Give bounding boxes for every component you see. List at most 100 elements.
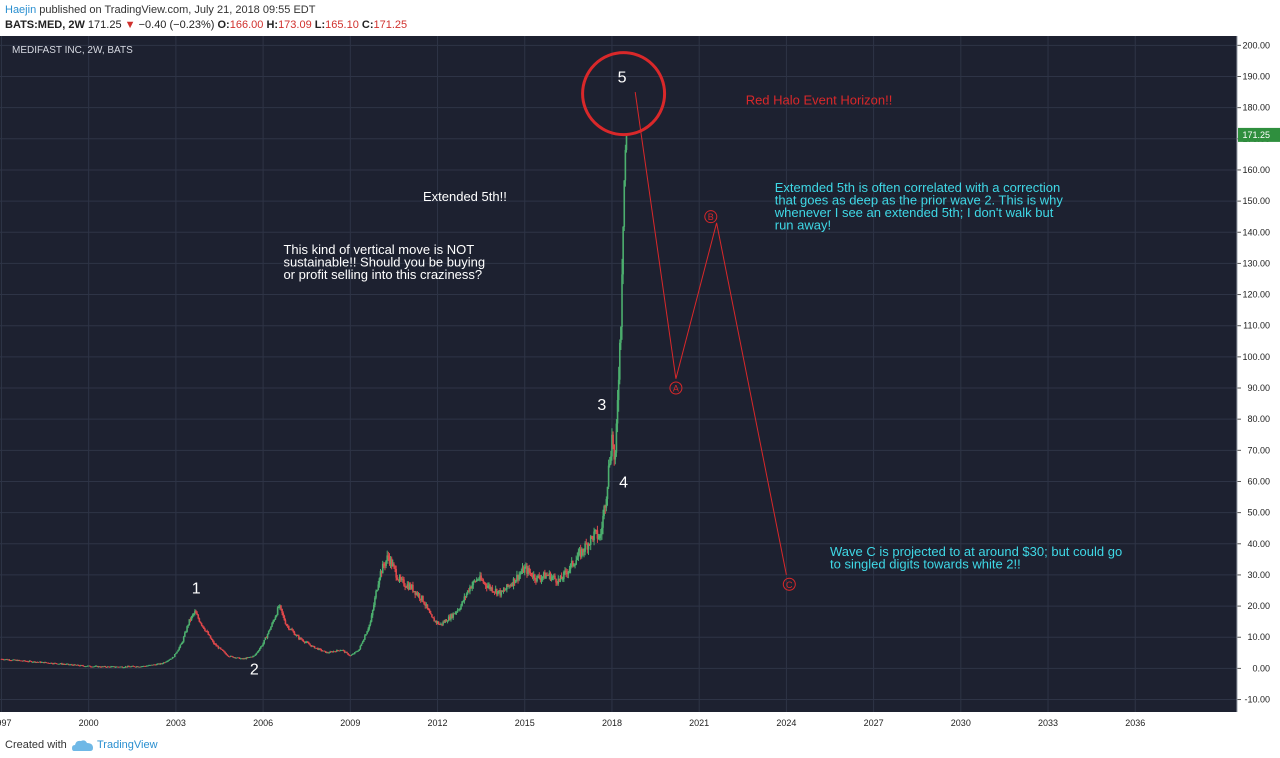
x-tick-label: 2000 bbox=[79, 718, 99, 728]
candle-body bbox=[220, 648, 223, 650]
candle-body bbox=[152, 664, 155, 666]
candle-body bbox=[118, 666, 120, 668]
candle-body bbox=[471, 585, 473, 589]
candle-body bbox=[407, 584, 410, 590]
candle-body bbox=[349, 655, 352, 657]
candle-body bbox=[324, 651, 327, 653]
candle-body bbox=[214, 643, 216, 645]
candle-body bbox=[176, 651, 178, 654]
x-tick-label: 2033 bbox=[1038, 718, 1058, 728]
candle-body bbox=[447, 616, 450, 622]
candle-body bbox=[114, 667, 117, 668]
candle-body bbox=[7, 659, 9, 661]
low-value: 165.10 bbox=[325, 19, 359, 31]
candle-body bbox=[289, 629, 291, 631]
candle-body bbox=[475, 579, 478, 582]
candle-body bbox=[179, 644, 182, 648]
candle-body bbox=[384, 565, 386, 567]
candle-body bbox=[432, 617, 434, 619]
candle-body bbox=[20, 660, 23, 662]
candle-body bbox=[56, 663, 59, 665]
publish-line: Haejin published on TradingView.com, Jul… bbox=[5, 4, 315, 16]
candle-body bbox=[469, 586, 471, 592]
candle-body bbox=[459, 609, 461, 610]
candle-body bbox=[15, 659, 17, 661]
candle-body bbox=[434, 620, 437, 622]
candle-body bbox=[541, 576, 544, 578]
candle-body bbox=[599, 534, 602, 536]
candle-body bbox=[69, 664, 72, 666]
candle-body bbox=[564, 570, 566, 572]
candle-body bbox=[612, 434, 614, 445]
annotation-line: whenever I see an extended 5th; I don't … bbox=[774, 205, 1054, 220]
last-price: 171.25 bbox=[87, 19, 122, 31]
time-axis[interactable]: 1997 2000 2003 2006 2009 2012 2015 2018 2021 2024… bbox=[0, 718, 1145, 728]
price-axis[interactable]: 200.00190.00180.00170.00160.00150.00140.… bbox=[1236, 36, 1280, 712]
candle-body bbox=[460, 605, 462, 610]
candle-body bbox=[508, 585, 510, 587]
candle-body bbox=[455, 611, 458, 613]
candle-body bbox=[326, 652, 328, 654]
candle-body bbox=[585, 543, 588, 545]
close-label: C: bbox=[361, 19, 374, 31]
wave-point-label: A bbox=[673, 384, 679, 394]
candle-body bbox=[568, 569, 571, 572]
candle-body bbox=[464, 596, 467, 598]
candle-body bbox=[383, 563, 385, 566]
candle-body bbox=[456, 609, 459, 612]
candle-body bbox=[346, 652, 348, 654]
candle-body bbox=[409, 584, 412, 589]
candle-body bbox=[279, 605, 281, 608]
wave-label: 3 bbox=[597, 397, 606, 414]
candle-body bbox=[317, 648, 319, 650]
candle-body bbox=[381, 563, 384, 574]
candle-body bbox=[594, 529, 596, 532]
candle-body bbox=[525, 566, 527, 568]
x-tick-label: 2030 bbox=[951, 718, 971, 728]
candle-body bbox=[333, 651, 336, 653]
candle-body bbox=[529, 572, 532, 573]
x-tick-label: 2036 bbox=[1125, 718, 1145, 728]
candle-body bbox=[575, 560, 577, 565]
candle-body bbox=[465, 593, 468, 597]
candle-body bbox=[539, 578, 542, 581]
tradingview-link[interactable]: TradingView bbox=[97, 739, 158, 751]
candle-body bbox=[269, 629, 271, 631]
candle-body bbox=[207, 631, 210, 635]
candle-body bbox=[169, 659, 172, 660]
author-link[interactable]: Haejin bbox=[5, 4, 37, 16]
candle-body bbox=[239, 658, 242, 660]
candle-body bbox=[288, 626, 290, 630]
candle-body bbox=[274, 616, 277, 620]
candle-body bbox=[46, 662, 49, 664]
candle-body bbox=[446, 621, 449, 622]
x-tick-label: 1997 bbox=[0, 718, 11, 728]
candle-body bbox=[368, 624, 371, 629]
candle-body bbox=[12, 659, 15, 661]
candle-body bbox=[444, 619, 447, 623]
candle-body bbox=[303, 641, 306, 643]
candle-body bbox=[463, 596, 466, 602]
wave-point-label: B bbox=[708, 212, 714, 222]
candle-body bbox=[253, 655, 255, 657]
candle-body bbox=[97, 666, 100, 668]
candle-body bbox=[197, 614, 200, 619]
candle-body bbox=[94, 665, 97, 667]
y-tick-label: 110.00 bbox=[1243, 321, 1270, 331]
candle-body bbox=[623, 180, 626, 227]
chart-area[interactable]: A B C 1 2 3 4 5 Red Halo Event Horizon!! Extende… bbox=[0, 36, 1280, 738]
candle-body bbox=[398, 576, 401, 581]
candle-body bbox=[127, 666, 129, 668]
candle-body bbox=[387, 555, 390, 557]
candle-body bbox=[402, 578, 404, 580]
x-tick-label: 2003 bbox=[166, 718, 186, 728]
candle-body bbox=[334, 651, 337, 653]
candle-body bbox=[74, 664, 77, 666]
candle-body bbox=[470, 586, 472, 589]
candle-body bbox=[412, 584, 414, 592]
price-chart[interactable]: A B C 1 2 3 4 5 Red Halo Event Horizon!! Extende… bbox=[0, 36, 1280, 738]
candle-body bbox=[614, 452, 617, 460]
candle-body bbox=[527, 568, 529, 574]
candle-body bbox=[498, 590, 500, 592]
candle-body bbox=[257, 650, 260, 652]
